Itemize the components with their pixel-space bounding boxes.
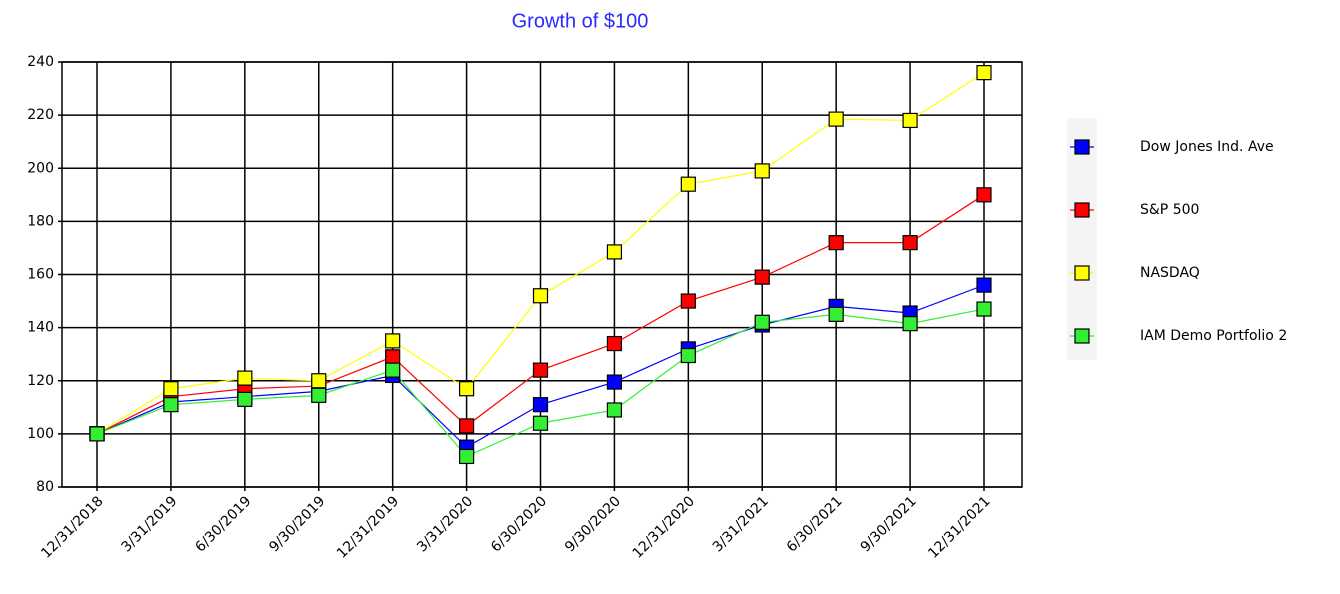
legend-swatch	[1074, 202, 1090, 218]
point	[680, 293, 696, 309]
point	[532, 415, 549, 431]
y-tick-label: 200	[27, 160, 54, 176]
point	[976, 187, 992, 203]
legend-label: IAM Demo Portfolio 2	[1140, 328, 1287, 344]
point	[976, 65, 992, 81]
legend-label: S&P 500	[1140, 202, 1199, 218]
legend-swatch	[1074, 139, 1090, 155]
point	[828, 306, 844, 322]
x-tick-label: 9/30/2020	[562, 493, 624, 555]
point	[976, 277, 992, 293]
point	[163, 397, 179, 413]
x-tick-label: 3/31/2020	[414, 493, 476, 555]
point	[976, 301, 992, 317]
y-tick-label: 140	[27, 320, 54, 336]
point	[458, 418, 475, 434]
point	[385, 349, 401, 365]
point	[532, 288, 549, 304]
point	[532, 362, 549, 378]
y-tick-label: 220	[27, 107, 54, 123]
point	[606, 335, 623, 352]
legend-swatch	[1074, 328, 1090, 344]
point	[385, 362, 401, 378]
point	[89, 426, 105, 442]
point	[902, 112, 918, 129]
x-tick-label: 6/30/2021	[784, 493, 846, 555]
point	[458, 381, 475, 397]
legend-label: Dow Jones Ind. Ave	[1140, 139, 1274, 155]
x-tick-label: 6/30/2020	[488, 493, 550, 555]
point	[311, 373, 327, 389]
x-tick-label: 6/30/2019	[192, 493, 254, 555]
legend-box	[1067, 118, 1097, 360]
legend-label: NASDAQ	[1140, 265, 1200, 281]
chart-title: Growth of $100	[512, 10, 649, 32]
x-tick-label: 9/30/2021	[858, 493, 920, 555]
y-tick-label: 100	[27, 426, 54, 442]
point	[754, 163, 770, 179]
point	[828, 235, 844, 251]
y-tick-label: 240	[27, 54, 54, 70]
x-tick-label: 3/31/2019	[118, 493, 180, 555]
point	[606, 402, 623, 418]
point	[163, 381, 179, 397]
y-tick-label: 120	[27, 373, 54, 389]
point	[385, 333, 401, 349]
point	[754, 314, 770, 330]
y-tick-label: 180	[27, 213, 54, 229]
legend-swatch	[1074, 265, 1090, 281]
x-tick-label: 12/31/2018	[38, 493, 106, 561]
x-tick-label: 3/31/2021	[710, 493, 772, 555]
point	[458, 448, 475, 465]
y-tick-label: 80	[36, 479, 54, 495]
point	[532, 397, 549, 413]
point	[680, 347, 696, 364]
x-tick-label: 12/31/2019	[334, 493, 402, 561]
x-tick-label: 9/30/2019	[266, 493, 328, 555]
y-tick-label: 160	[27, 267, 54, 283]
point	[680, 176, 696, 192]
point	[828, 111, 844, 127]
point	[237, 370, 253, 386]
point	[237, 391, 253, 407]
point	[902, 316, 918, 332]
x-tick-label: 12/31/2020	[630, 493, 698, 561]
point	[754, 269, 770, 285]
point	[606, 374, 623, 390]
point	[606, 244, 623, 260]
point	[902, 235, 918, 251]
x-tick-label: 12/31/2021	[925, 493, 993, 561]
point	[311, 387, 327, 403]
